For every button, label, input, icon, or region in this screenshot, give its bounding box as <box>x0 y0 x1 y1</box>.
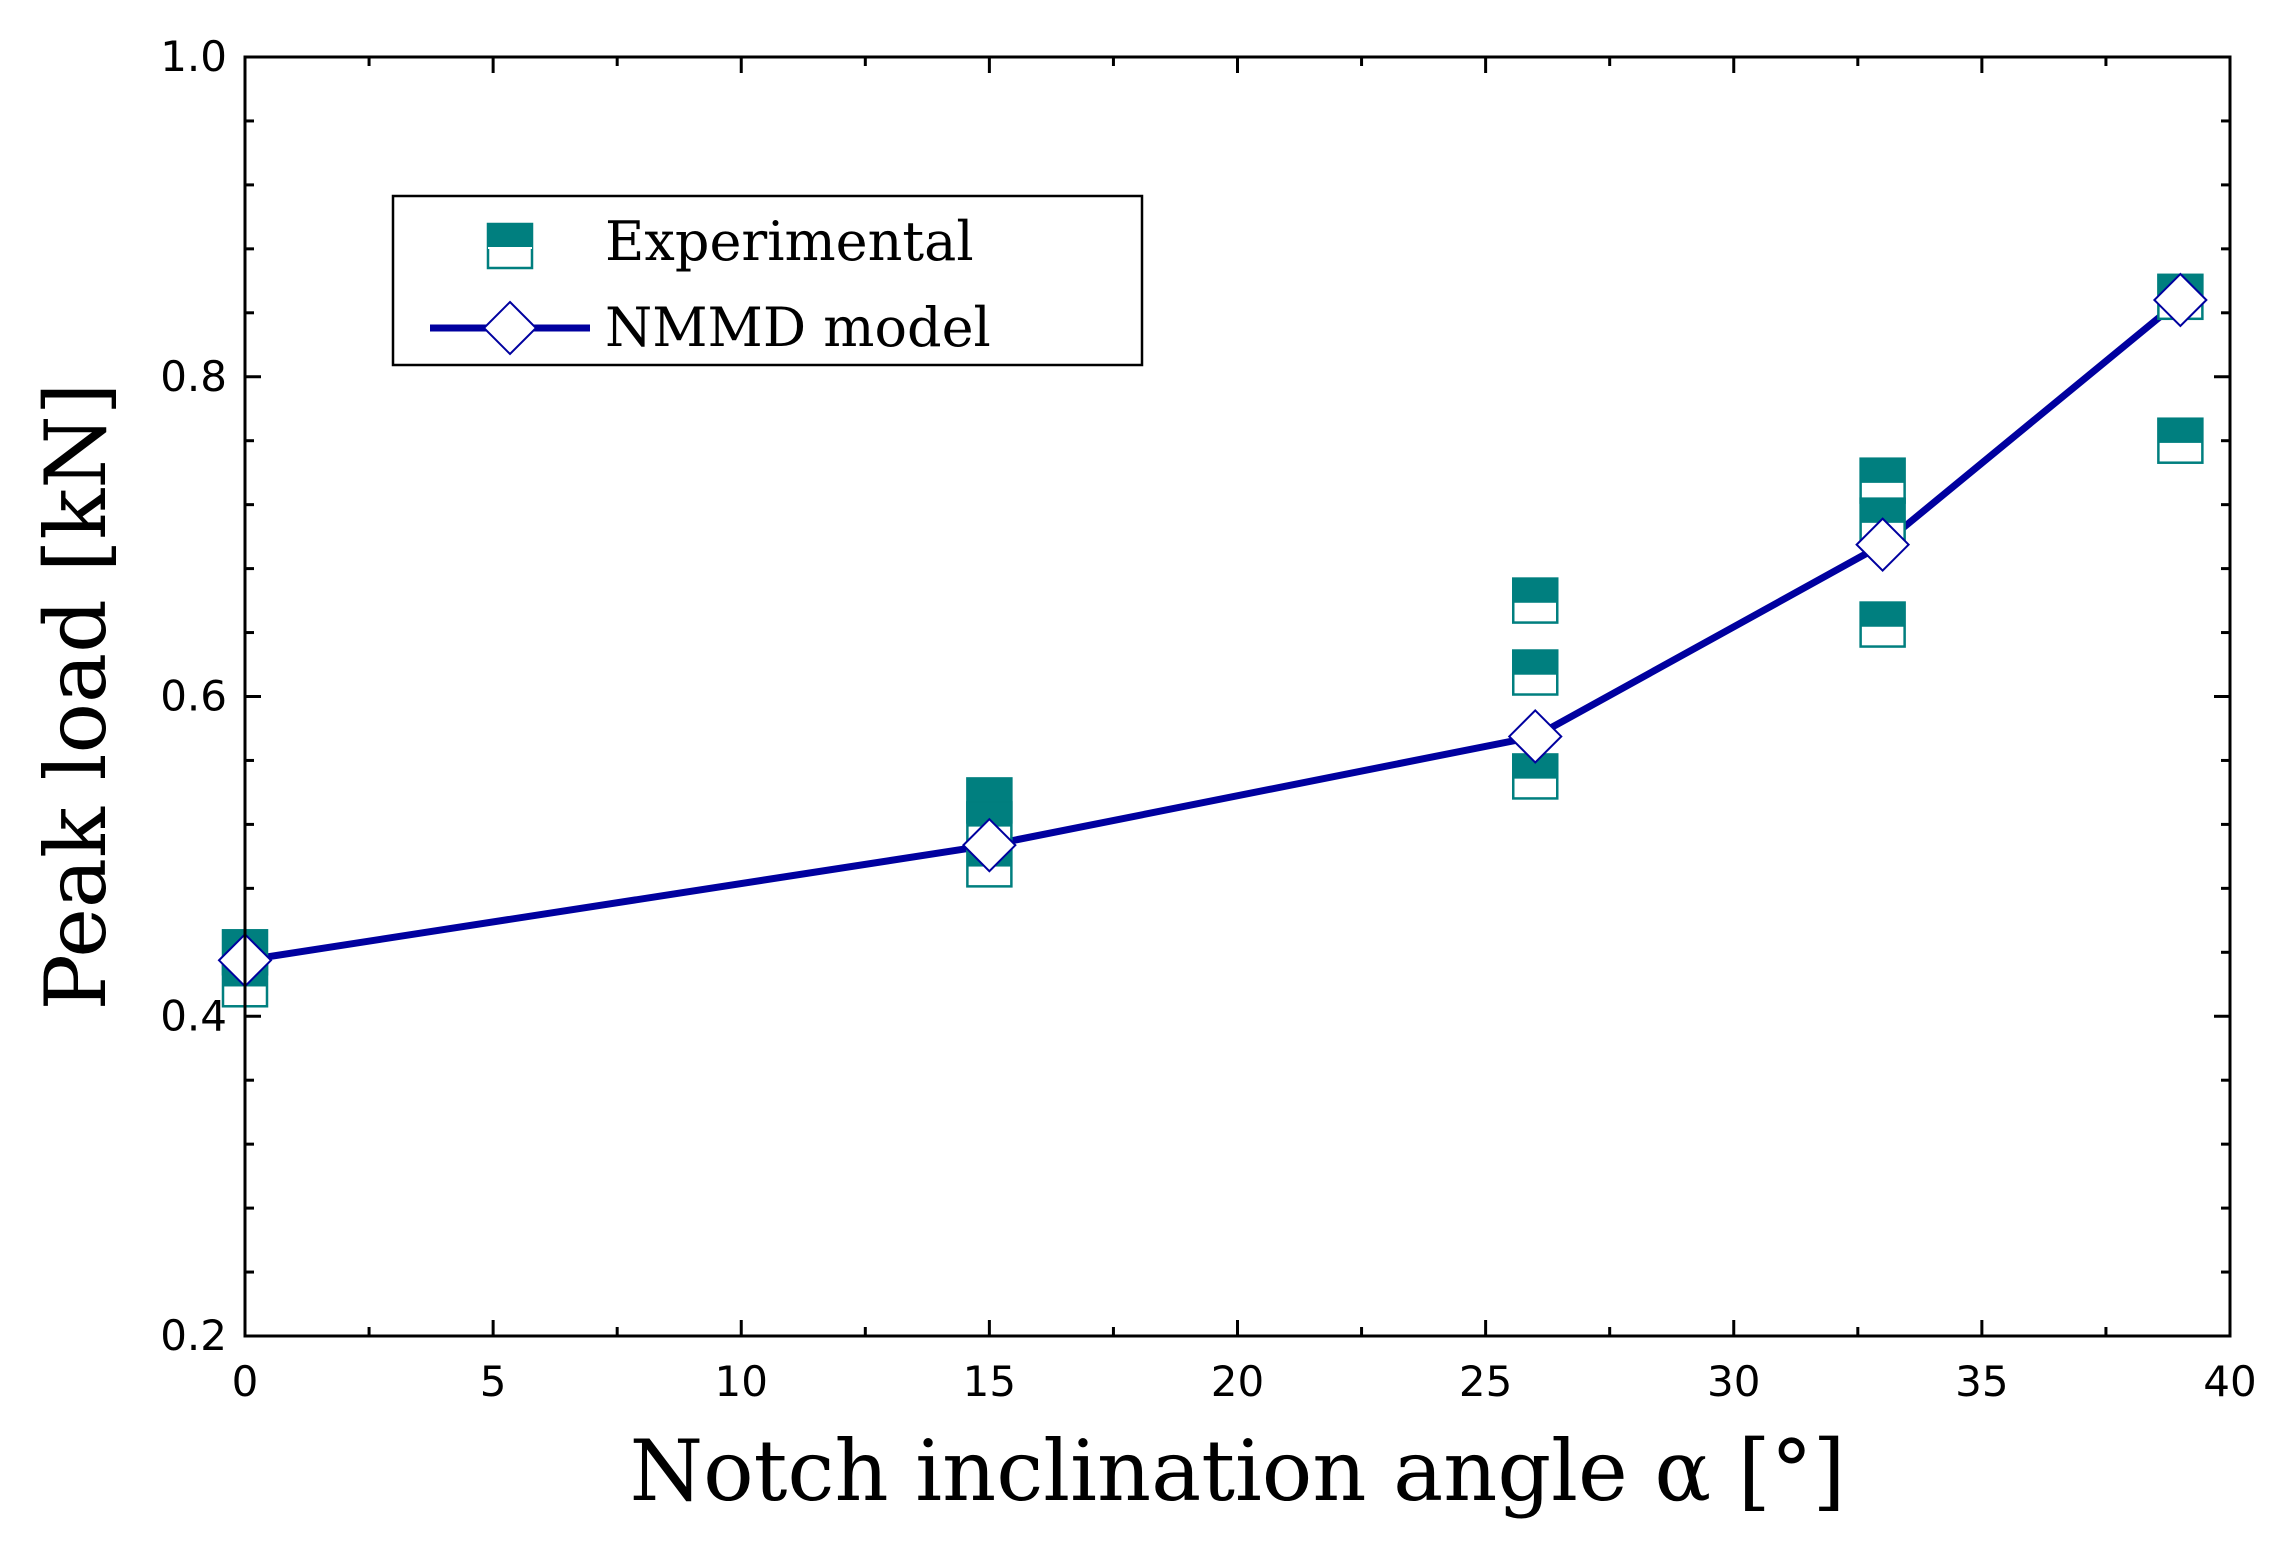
y-tick-label: 0.4 <box>160 991 227 1040</box>
legend: Experimental NMMD model <box>391 194 1144 367</box>
x-tick-label: 30 <box>1707 1357 1760 1406</box>
experimental-point-fill <box>2158 418 2203 443</box>
experimental-point-fill <box>1513 578 1558 603</box>
experimental-markers <box>221 273 2204 1008</box>
model-point <box>961 817 1017 873</box>
model-point <box>2152 272 2208 328</box>
model-markers <box>217 272 2208 988</box>
experimental-point-fill <box>967 778 1012 803</box>
model-point <box>1855 517 1911 573</box>
experimental-point <box>1859 457 1906 504</box>
experimental-point <box>1512 649 1559 696</box>
experimental-point <box>1512 577 1559 624</box>
x-axis-title: Notch inclination angle α [°] <box>630 1422 1846 1520</box>
tick-labels: 0 5 10 15 20 25 30 35 40 0.2 0.4 0.6 0.8 1.0 <box>160 32 2257 1406</box>
x-tick-label: 20 <box>1211 1357 1264 1406</box>
legend-experimental-marker <box>486 222 534 270</box>
model-point <box>1507 709 1563 764</box>
x-tick-label: 40 <box>2203 1357 2256 1406</box>
experimental-point <box>1859 601 1906 648</box>
x-tick-label: 0 <box>232 1357 259 1406</box>
plot-area-frame <box>243 55 2232 1338</box>
y-tick-label: 0.8 <box>160 352 227 401</box>
experimental-point-fill <box>1860 458 1905 483</box>
experimental-point-fill <box>1860 602 1905 627</box>
x-tick-label: 15 <box>963 1357 1016 1406</box>
x-tick-label: 35 <box>1955 1357 2008 1406</box>
y-tick-label: 0.6 <box>160 672 227 721</box>
legend-experimental-label: Experimental <box>605 210 974 273</box>
experimental-point-fill <box>1513 650 1558 675</box>
x-tick-label: 25 <box>1459 1357 1512 1406</box>
y-tick-label: 1.0 <box>160 32 227 81</box>
experimental-point <box>2157 417 2204 464</box>
y-tick-label: 0.2 <box>160 1311 227 1360</box>
legend-model-marker <box>482 300 538 356</box>
y-axis-title: Peak load [kN] <box>27 382 125 1010</box>
x-tick-label: 5 <box>480 1357 507 1406</box>
x-tick-label: 10 <box>715 1357 768 1406</box>
legend-model-label: NMMD model <box>605 296 991 359</box>
